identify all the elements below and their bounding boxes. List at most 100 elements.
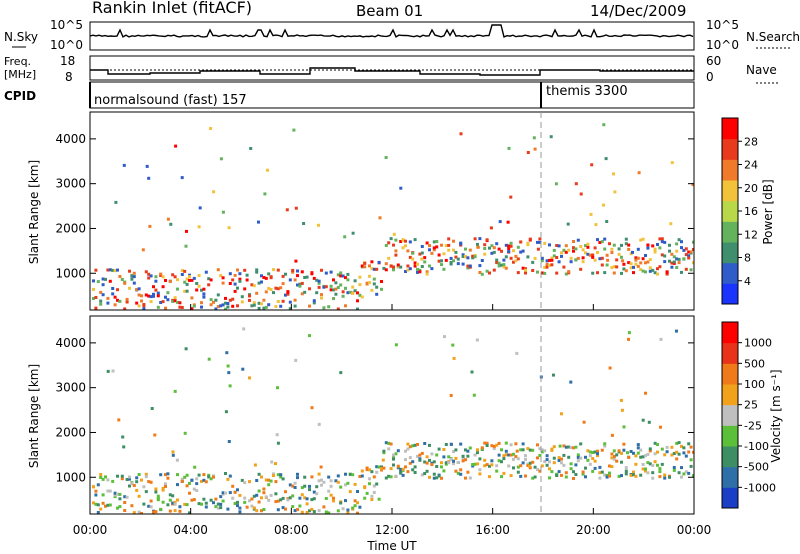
velocity-cell [238,506,242,510]
power-cell [423,260,427,264]
power-cell [672,260,676,264]
power-cell [468,264,472,268]
power-cell [641,257,645,261]
power-cell [677,261,681,265]
power-cell [440,263,443,267]
power-cell [653,250,657,254]
velocity-cell [689,445,693,449]
power-cell [497,261,501,265]
velocity-cell [228,384,232,388]
velocity-cell [387,447,391,451]
velocity-cell [368,482,371,486]
velocity-cell [624,469,628,473]
power-cell [490,251,494,255]
velocity-cell [466,454,470,458]
power-cell [639,261,643,265]
power-cell [200,288,203,292]
velocity-cell [137,473,141,476]
velocity-cell [560,461,563,465]
velocity-cell [202,497,206,501]
velocity-cell [358,475,362,478]
velocity-cell [588,450,592,454]
power-cell [142,307,146,310]
power-cell [209,127,213,130]
velocity-cell [423,460,427,464]
power-cell [675,249,679,253]
velocity-cell [173,389,177,393]
velocity-cell [305,502,309,506]
power-cell [185,277,189,281]
power-cell [644,254,647,257]
velocity-cell [399,467,403,471]
velocity-cell [353,482,357,486]
velocity-cell [665,445,669,449]
velocity-cell [576,459,580,463]
power-cell [675,257,679,261]
power-cell [372,282,376,286]
power-cell [113,269,117,273]
power-cell [672,255,676,259]
power-cell [334,292,338,296]
power-cell [272,268,275,272]
velocity-cell [394,452,398,456]
velocity-cell [180,479,184,483]
power-cell [202,292,206,296]
velocity-cell [154,510,158,514]
power-cell [156,291,160,295]
power-cell [257,220,260,224]
velocity-cell [670,453,674,457]
power-cell [569,256,573,260]
velocity-cell [531,448,535,452]
velocity-cell [584,475,587,479]
velocity-cell [617,474,621,478]
velocity-cell [190,478,194,482]
velocity-cell [675,329,678,333]
power-cell [519,240,523,244]
velocity-cell [687,442,691,446]
velocity-cell [492,447,496,451]
power-cell [302,222,306,225]
velocity-cell [262,491,266,495]
power-colorbar-segment [722,180,738,202]
velocity-cell [332,496,335,500]
power-cell [621,259,625,263]
beam-title: Beam 01 [356,2,423,20]
power-cell [221,303,225,307]
velocity-cell [348,472,352,476]
power-cell [288,300,292,304]
power-cell [195,288,199,292]
freq-tick-low: 8 [65,70,73,84]
power-cell [101,277,105,281]
velocity-cell [591,469,595,473]
velocity-cell [555,474,559,477]
velocity-cell [658,470,662,474]
power-cell [452,248,455,252]
velocity-cell [164,473,167,477]
power-cell [161,285,165,289]
velocity-cell [404,465,407,469]
power-colorbar-label: Power [dB] [761,179,775,244]
velocity-cell [626,451,629,455]
velocity-cell [451,343,455,347]
power-cell [504,266,508,270]
power-cell [276,287,280,291]
power-cell [526,255,530,259]
velocity-cell [106,369,110,373]
velocity-cell [224,410,228,414]
power-cell [312,276,316,280]
velocity-cell [473,453,477,457]
power-colorbar-tick-label: 8 [744,252,751,265]
power-cell [464,255,467,258]
velocity-cell [195,489,199,492]
velocity-cell [193,465,197,469]
date-title: 14/Dec/2009 [590,2,686,20]
velocity-cell [308,488,311,492]
power-cell [219,304,223,308]
velocity-cell [416,454,419,458]
velocity-cell [603,442,607,446]
velocity-cell [449,394,453,397]
velocity-cell [579,456,583,460]
power-cell [456,257,460,261]
velocity-cell [113,493,117,497]
velocity-cell [672,466,676,469]
